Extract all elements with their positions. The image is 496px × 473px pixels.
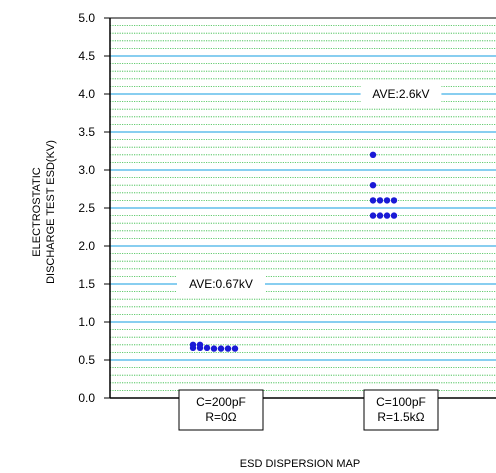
category-label-line: R=0Ω (205, 410, 236, 424)
y-tick-label: 0.5 (78, 353, 95, 367)
average-annotation: AVE:2.6kV (372, 87, 429, 101)
chart-caption: ESD DISPERSION MAP (240, 458, 360, 470)
y-tick-label: 0.0 (78, 391, 95, 405)
annotation-background (177, 274, 265, 294)
annotations: AVE:0.67kV AVE:2.6kV (177, 84, 442, 294)
y-tick-label: 3.0 (78, 163, 95, 177)
data-point (224, 345, 232, 352)
data-point (369, 212, 377, 219)
y-tick-label: 1.0 (78, 315, 95, 329)
category-box (363, 389, 439, 431)
category-label-line: R=1.5kΩ (377, 410, 424, 424)
y-tick-label: 4.0 (78, 87, 95, 101)
grid-lines (110, 25, 496, 391)
data-point (369, 197, 377, 204)
y-axis-label: ELECTROSTATIC DISCHARGE TEST ESD(KV) (31, 140, 57, 284)
category-box (178, 389, 264, 431)
caption-text: ESD DISPERSION MAP (240, 458, 360, 470)
data-point (231, 345, 239, 352)
y-axis-label-line: ELECTROSTATIC (31, 167, 43, 256)
annotation-background (360, 84, 442, 104)
data-points (189, 151, 398, 352)
y-tick-label: 2.0 (78, 239, 95, 253)
data-point (376, 197, 384, 204)
data-point (369, 151, 377, 158)
data-point (196, 344, 204, 352)
y-tick-label: 3.5 (78, 125, 95, 139)
y-tick-label: 2.5 (78, 201, 95, 215)
category-label-line: C=100pF (376, 395, 426, 409)
data-point (390, 197, 398, 204)
data-point (189, 344, 197, 352)
y-axis-label-line: DISCHARGE TEST ESD(KV) (45, 140, 57, 284)
y-tick-label: 4.5 (78, 49, 95, 63)
data-point (217, 345, 225, 352)
y-tick-label: 5.0 (78, 11, 95, 25)
y-axis-ticks: 0.0 0.5 1.0 1.5 2.0 2.5 3.0 3.5 4.0 4.5 5.0 (78, 11, 110, 405)
average-annotation: AVE:0.67kV (189, 277, 253, 291)
y-tick-label: 1.5 (78, 277, 95, 291)
data-point (210, 345, 218, 352)
category-label-line: C=200pF (196, 395, 246, 409)
data-point (203, 344, 211, 352)
data-point (376, 212, 384, 219)
data-point (383, 197, 391, 204)
data-point (383, 212, 391, 219)
data-point (390, 212, 398, 219)
data-point (369, 182, 377, 189)
